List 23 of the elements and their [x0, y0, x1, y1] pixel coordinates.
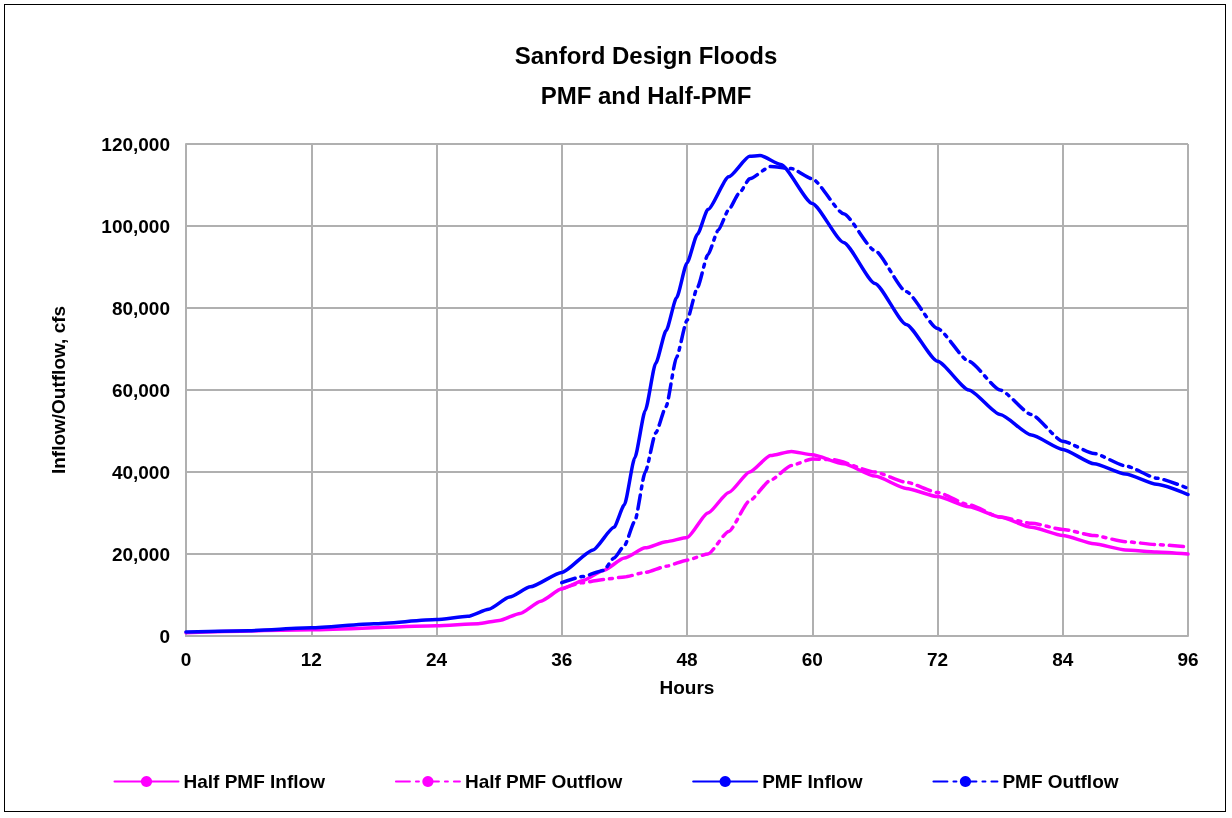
y-tick-label: 120,000: [101, 133, 170, 155]
x-axis-title: Hours: [659, 677, 715, 698]
x-tick-label: 24: [425, 649, 448, 670]
x-tick-label: 36: [551, 649, 573, 670]
x-tick-label: 48: [676, 649, 698, 670]
legend-label: PMF Outflow: [1002, 771, 1119, 792]
x-tick-label: 84: [1052, 649, 1074, 670]
x-tick-label: 12: [300, 649, 322, 670]
x-tick-label: 96: [1177, 649, 1199, 670]
y-tick-label: 20,000: [111, 543, 170, 565]
x-tick-label: 0: [180, 649, 192, 670]
y-tick-label: 40,000: [111, 461, 170, 483]
legend-label: PMF Inflow: [762, 771, 863, 792]
legend-label: Half PMF Outflow: [464, 771, 623, 792]
legend-label: Half PMF Inflow: [183, 771, 326, 792]
x-tick-label: 60: [801, 649, 823, 670]
y-axis-title: Inflow/Outflow, cfs: [48, 305, 69, 475]
chart-title: Sanford Design Floods PMF and Half-PMF: [514, 41, 778, 109]
y-tick-label: 80,000: [111, 297, 170, 319]
y-tick-label: 0: [159, 625, 170, 647]
x-tick-label: 72: [926, 649, 949, 670]
y-tick-label: 60,000: [111, 379, 170, 401]
y-tick-label: 100,000: [101, 215, 170, 237]
